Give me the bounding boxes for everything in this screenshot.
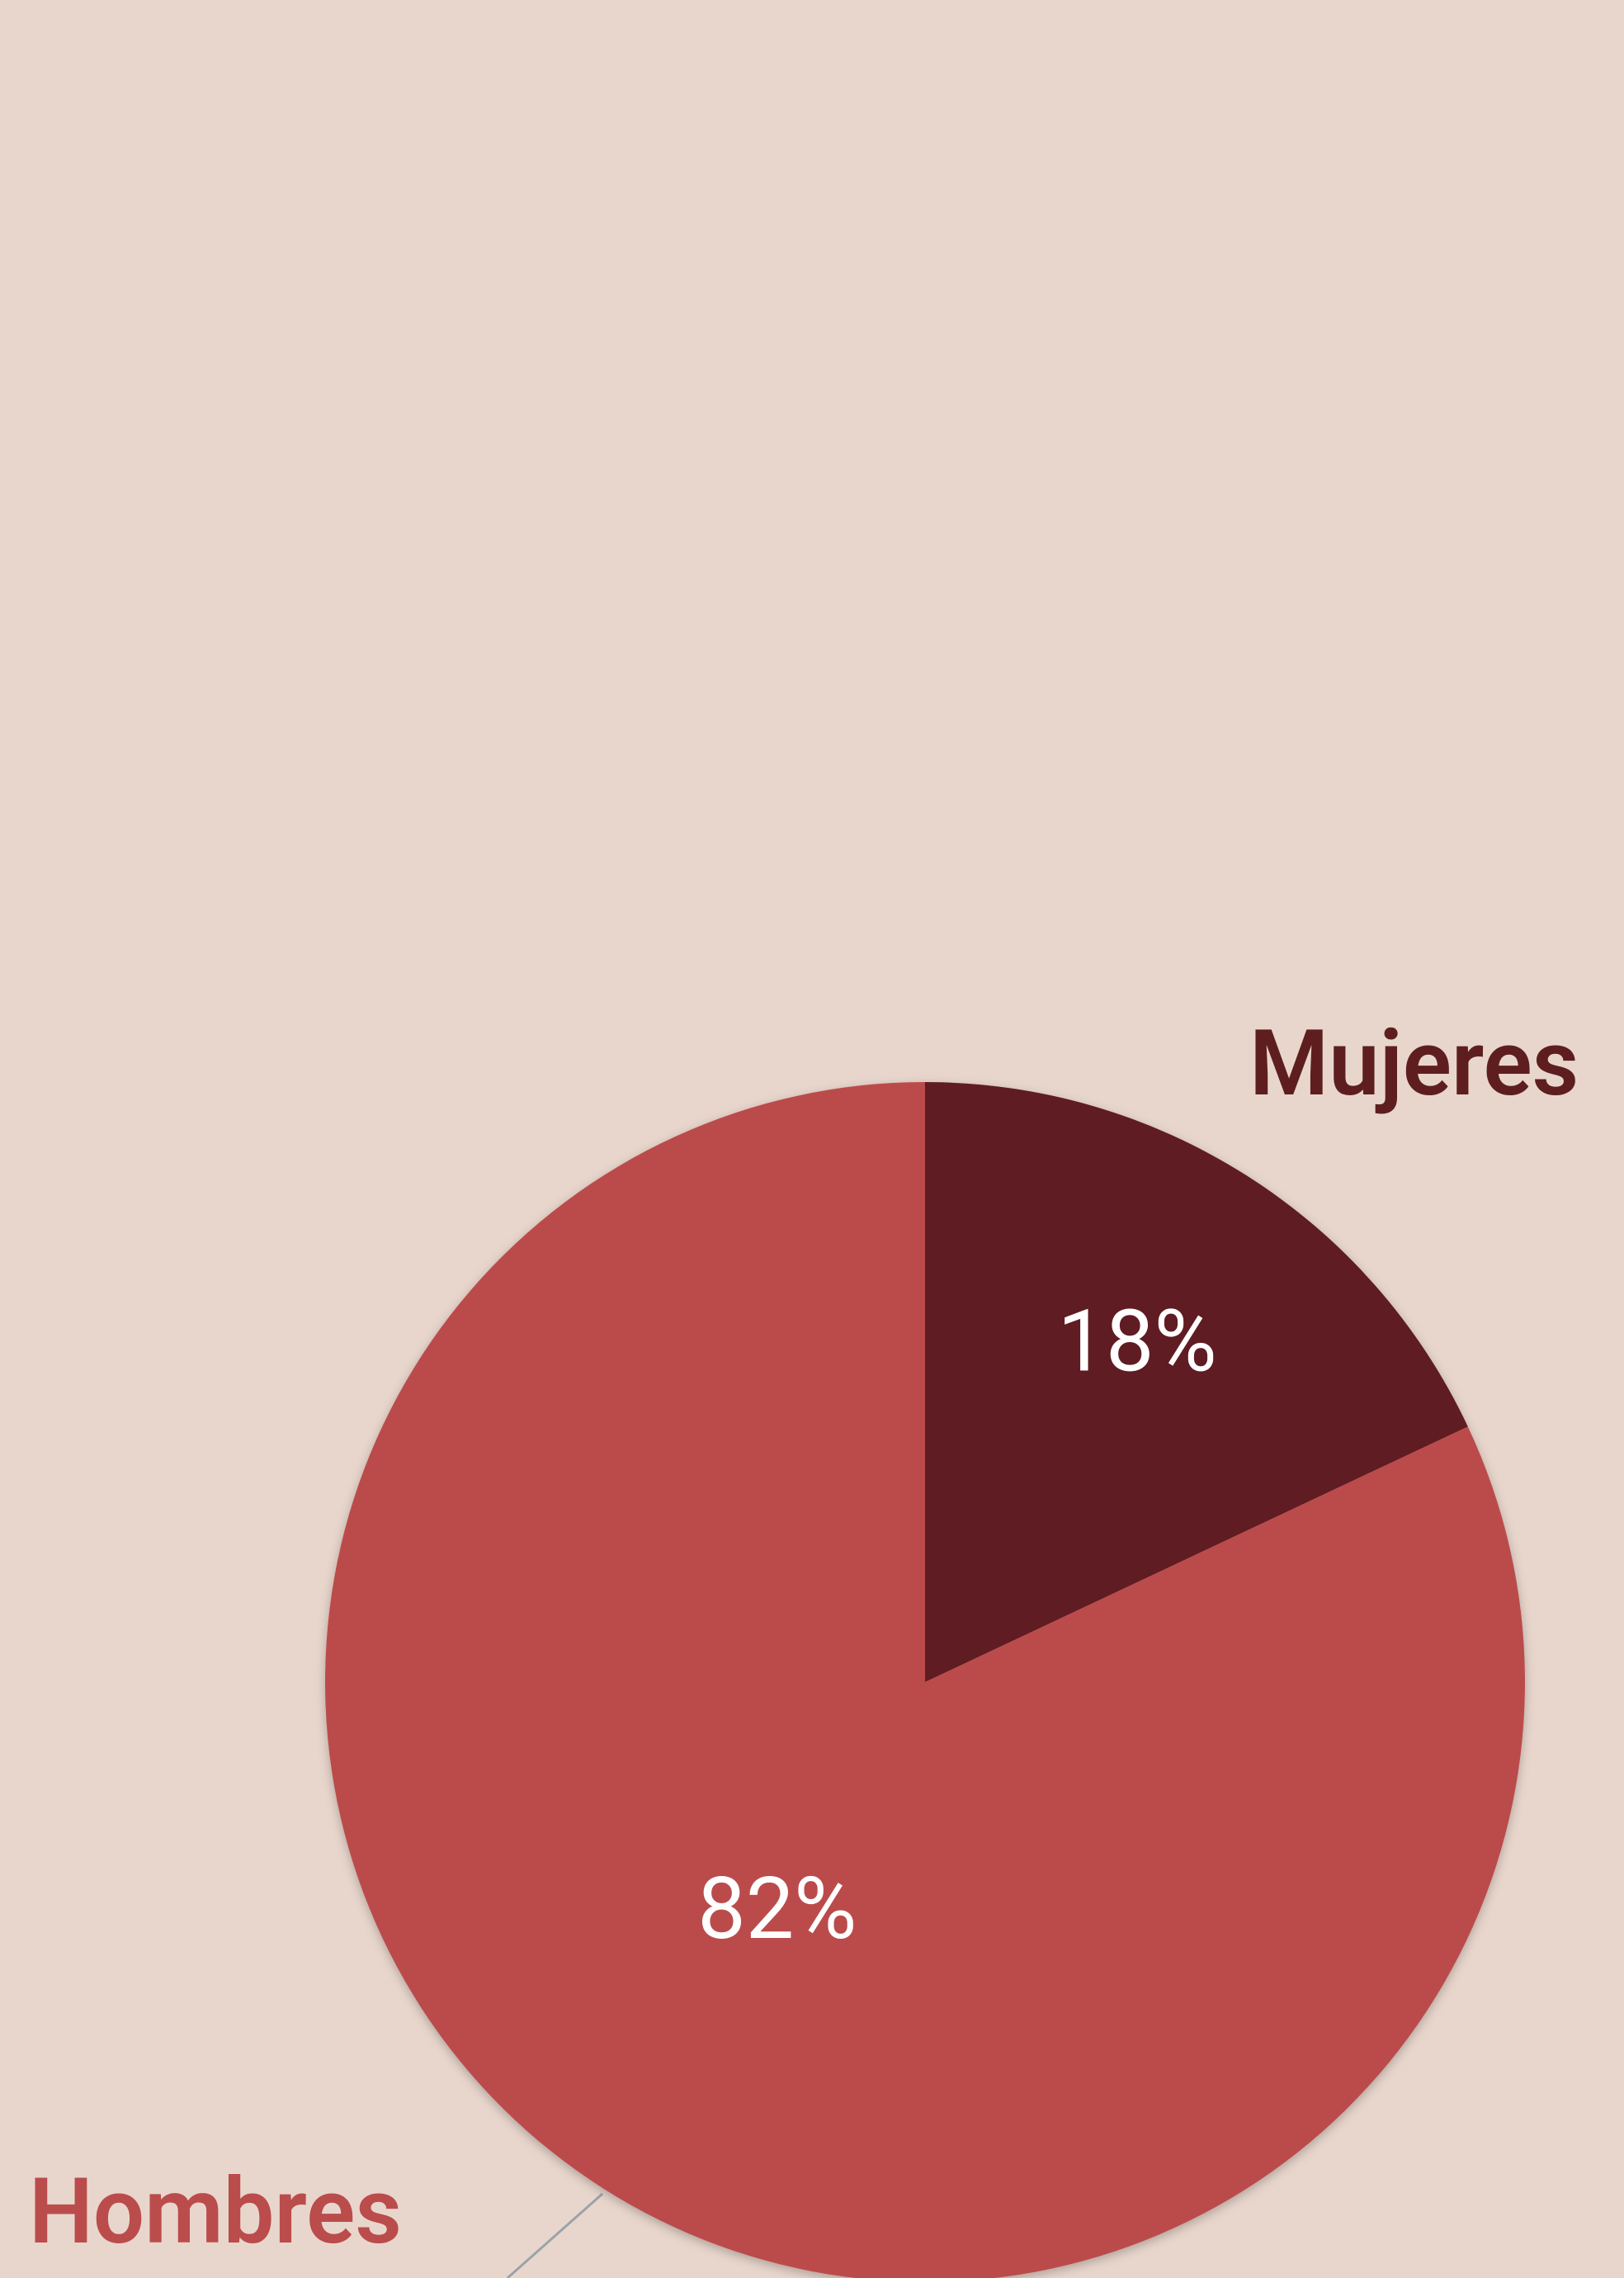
category-label: Mujeres [1249, 1010, 1579, 1117]
category-label: Hombres [29, 2158, 402, 2265]
labels: 18% Mujeres 82% Hombres [29, 1010, 1579, 2265]
value-label: 82% [697, 1860, 857, 1959]
value-label: 18% [1058, 1292, 1217, 1392]
pie [325, 1082, 1525, 2278]
leader-line [507, 2192, 603, 2278]
pie-slice [325, 1082, 1525, 2278]
pie-slice [925, 1082, 1468, 1682]
